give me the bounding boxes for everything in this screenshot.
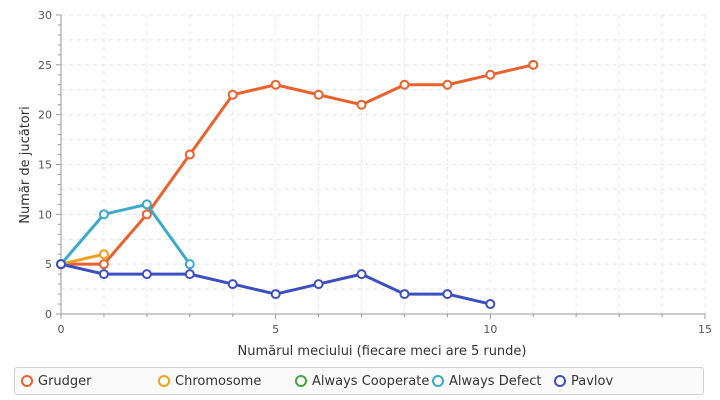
legend-marker-icon [21, 375, 33, 387]
legend-item-always-cooperate[interactable]: Always Cooperate [295, 374, 432, 389]
legend-label: Grudger [38, 373, 92, 389]
y-tick-label: 15 [38, 159, 52, 172]
data-point-chromosome [98, 249, 109, 260]
data-point-grudger [313, 89, 324, 100]
data-point-pavlov [227, 279, 238, 290]
data-point-grudger [141, 209, 152, 220]
series-line-chromosome [59, 252, 106, 266]
data-point-pavlov [56, 259, 66, 270]
data-point-pavlov [485, 299, 496, 310]
grid [60, 14, 706, 315]
data-point-grudger [485, 69, 496, 80]
data-point-grudger [399, 79, 410, 90]
y-axis-title: Număr de jucători [18, 106, 33, 223]
data-point-grudger [184, 149, 195, 160]
legend-marker-icon [158, 375, 170, 387]
legend-label: Pavlov [571, 373, 614, 389]
x-tick-label: 5 [272, 323, 279, 336]
legend-item-always-defect[interactable]: Always Defect [432, 374, 554, 389]
x-tick-label: 10 [483, 323, 497, 336]
data-point-grudger [356, 99, 367, 110]
series-line-grudger [59, 63, 535, 266]
legend-marker-icon [554, 375, 566, 387]
axes: 0 5 10 15 20 25 30 0 5 10 15 [38, 9, 712, 336]
data-point-grudger [227, 89, 238, 100]
data-point-grudger [98, 259, 109, 270]
data-point-pavlov [356, 269, 367, 280]
y-tick-label: 20 [38, 109, 52, 122]
data-point-pavlov [184, 269, 195, 280]
data-point-always-defect [141, 199, 152, 210]
legend-item-chromosome[interactable]: Chromosome [158, 374, 295, 389]
x-tick-label: 15 [698, 323, 712, 336]
data-point-grudger [528, 59, 539, 70]
data-point-pavlov [442, 289, 453, 300]
line-chart: 0 5 10 15 20 25 30 0 5 10 15 Numărul meciului (fie… [18, 9, 712, 359]
data-point-pavlov [313, 279, 324, 290]
data-point-pavlov [141, 269, 152, 280]
data-point-always-defect [98, 209, 109, 220]
legend-label: Chromosome [175, 373, 262, 389]
data-point-pavlov [270, 289, 281, 300]
data-point-pavlov [98, 269, 109, 280]
y-tick-label: 0 [45, 308, 52, 321]
legend-marker-icon [295, 375, 307, 387]
x-tick-label: 0 [58, 323, 65, 336]
legend-label: Always Defect [449, 373, 542, 389]
y-tick-label: 25 [38, 59, 52, 72]
legend-marker-icon [432, 375, 444, 387]
series-line-always-defect [59, 202, 192, 266]
data-point-grudger [442, 79, 453, 90]
y-tick-label: 30 [38, 9, 52, 22]
chart-legend: Grudger Chromosome Always Cooperate Always … [14, 367, 704, 395]
x-axis-title: Numărul meciului (fiecare meci are 5 run… [238, 344, 527, 359]
legend-item-grudger[interactable]: Grudger [21, 374, 158, 389]
legend-item-pavlov[interactable]: Pavlov [554, 374, 634, 389]
data-point-grudger [270, 79, 281, 90]
legend-label: Always Cooperate [312, 373, 430, 389]
data-point-pavlov [399, 289, 410, 300]
y-tick-label: 5 [45, 258, 52, 271]
data-point-always-defect [184, 259, 195, 270]
y-tick-label: 10 [38, 208, 52, 221]
series-lines [56, 59, 539, 310]
